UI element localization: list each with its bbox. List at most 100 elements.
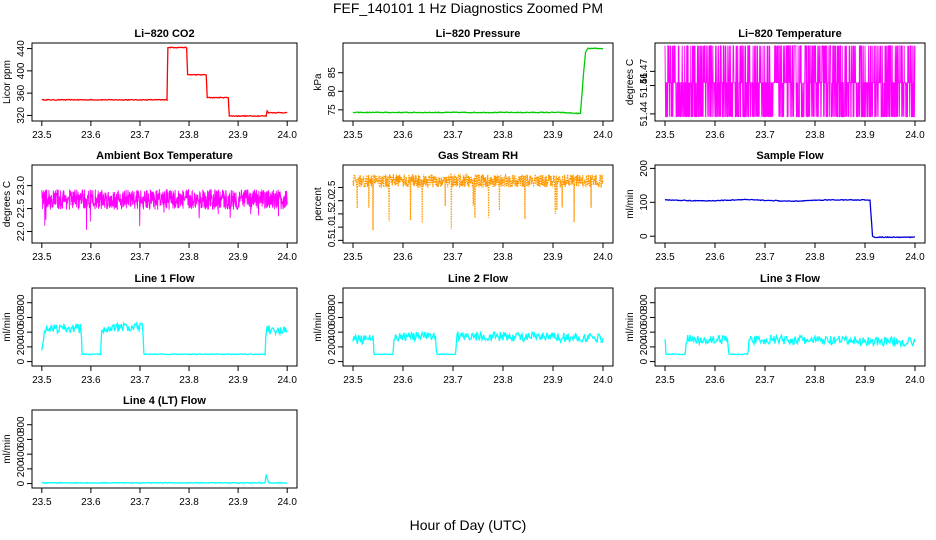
x-tick-label: 24.0 — [905, 375, 925, 386]
panel-title: Li−820 Pressure — [436, 28, 521, 40]
y-tick-label: 0 — [16, 480, 27, 486]
plot-frame — [342, 164, 614, 244]
panel-title: Line 2 Flow — [448, 273, 508, 285]
panel-5: Gas Stream RH 23.5 23.6 23.7 23.8 23.9 24.0 0.5… — [313, 150, 614, 263]
x-tick-label: 23.6 — [393, 252, 413, 263]
y-tick-label: 200 — [639, 160, 650, 177]
x-tick-label: 23.5 — [32, 375, 52, 386]
panel-9: Line 3 Flow 23.5 23.6 23.7 23.8 23.9 24.0 0 2004… — [625, 273, 926, 386]
plot-frame — [31, 42, 298, 122]
x-tick-label: 23.9 — [855, 375, 875, 386]
x-tick-label: 24.0 — [905, 130, 925, 141]
y-tick-label: 440 — [16, 40, 27, 57]
y-tick-label: 51.44 — [639, 101, 650, 126]
panel-title: Gas Stream RH — [438, 150, 518, 162]
panel-6: Sample Flow 23.5 23.6 23.7 23.8 23.9 24.0 0 100 2… — [625, 150, 926, 263]
y-tick-label: 360 — [16, 84, 27, 101]
y-tick-label: 200 — [327, 338, 338, 355]
panel-title: Sample Flow — [756, 150, 824, 162]
y-tick-label: 0.5 — [327, 233, 338, 247]
y-tick-label: 51.47 — [639, 58, 650, 83]
y-tick-label: 600 — [327, 309, 338, 326]
x-tick-label: 23.6 — [81, 130, 101, 141]
y-tick-label: 1.5 — [327, 207, 338, 221]
x-tick-label: 24.0 — [277, 130, 297, 141]
x-tick-label: 23.8 — [179, 375, 199, 386]
panel-title: Line 3 Flow — [760, 273, 820, 285]
y-axis-label: ml/min — [313, 312, 324, 341]
panel-title: Ambient Box Temperature — [96, 150, 233, 162]
x-tick-label: 23.9 — [228, 497, 248, 508]
data-layer — [664, 45, 916, 118]
x-tick-label: 23.5 — [655, 375, 675, 386]
x-tick-label: 24.0 — [277, 375, 297, 386]
y-tick-label: 2.0 — [327, 193, 338, 207]
x-tick-label: 23.8 — [493, 375, 513, 386]
panel-4: Ambient Box Temperature 23.5 23.6 23.7 23.8 2… — [2, 150, 298, 263]
x-tick-label: 23.5 — [32, 130, 52, 141]
y-axis-label: Licor ppm — [2, 60, 13, 104]
panel-7: Line 1 Flow 23.5 23.6 23.7 23.8 23.9 24.0 0 2004… — [2, 273, 298, 386]
x-tick-label: 23.9 — [543, 130, 563, 141]
series-line — [664, 333, 916, 356]
x-tick-label: 23.8 — [493, 130, 513, 141]
data-layer — [41, 188, 288, 231]
y-tick-label: 800 — [327, 294, 338, 311]
panel-8: Line 2 Flow 23.5 23.6 23.7 23.8 23.9 24.0 0 2004… — [313, 273, 614, 386]
y-axis-label: degrees C — [2, 181, 13, 227]
x-tick-label: 23.9 — [228, 130, 248, 141]
y-tick-label: 400 — [16, 323, 27, 340]
x-tick-label: 23.9 — [855, 252, 875, 263]
x-tick-label: 23.8 — [805, 252, 825, 263]
x-tick-label: 23.8 — [179, 252, 199, 263]
plot-frame — [342, 287, 614, 367]
y-tick-label: 400 — [16, 62, 27, 79]
x-tick-label: 23.5 — [655, 130, 675, 141]
x-tick-label: 23.5 — [32, 252, 52, 263]
x-tick-label: 23.5 — [343, 375, 363, 386]
y-tick-label: 400 — [639, 323, 650, 340]
y-tick-label: 1.0 — [327, 220, 338, 234]
y-tick-label: 80 — [327, 85, 338, 97]
x-tick-label: 23.9 — [228, 252, 248, 263]
x-tick-label: 23.7 — [755, 130, 775, 141]
y-tick-label: 600 — [16, 431, 27, 448]
x-tick-label: 23.8 — [179, 497, 199, 508]
y-tick-label: 200 — [16, 460, 27, 477]
x-tick-label: 23.7 — [130, 252, 150, 263]
series-line — [41, 46, 288, 118]
y-axis-label: percent — [313, 187, 324, 221]
series-line — [664, 198, 916, 239]
y-tick-label: 23.0 — [16, 175, 27, 195]
x-tick-label: 23.7 — [443, 375, 463, 386]
y-tick-label: 100 — [639, 194, 650, 211]
y-tick-label: 85 — [327, 67, 338, 79]
figure-x-axis-title: Hour of Day (UTC) — [409, 517, 527, 533]
y-axis-label: ml/min — [2, 312, 13, 341]
y-tick-label: 200 — [16, 338, 27, 355]
panel-3: Li−820 Temperature 23.5 23.6 23.7 23.8 23.9 24… — [625, 28, 926, 141]
x-tick-label: 23.7 — [130, 130, 150, 141]
panel-title: Line 4 (LT) Flow — [123, 395, 206, 407]
y-axis-label: ml/min — [2, 434, 13, 463]
series-line — [41, 320, 288, 356]
series-line — [41, 188, 288, 231]
y-axis-label: ml/min — [625, 312, 636, 341]
x-tick-label: 23.7 — [755, 375, 775, 386]
x-tick-label: 23.5 — [343, 252, 363, 263]
x-tick-label: 24.0 — [905, 252, 925, 263]
y-tick-label: 400 — [327, 323, 338, 340]
plot-frame — [31, 287, 298, 367]
series-line — [41, 474, 288, 485]
y-axis-label: kPa — [313, 73, 324, 91]
plot-frame — [654, 287, 926, 367]
series-line — [664, 45, 916, 118]
x-tick-label: 23.6 — [705, 375, 725, 386]
x-tick-label: 23.6 — [705, 130, 725, 141]
y-tick-label: 800 — [16, 294, 27, 311]
plot-frame — [342, 42, 614, 122]
data-layer — [41, 474, 288, 485]
y-tick-label: 600 — [16, 309, 27, 326]
x-tick-label: 23.6 — [81, 497, 101, 508]
